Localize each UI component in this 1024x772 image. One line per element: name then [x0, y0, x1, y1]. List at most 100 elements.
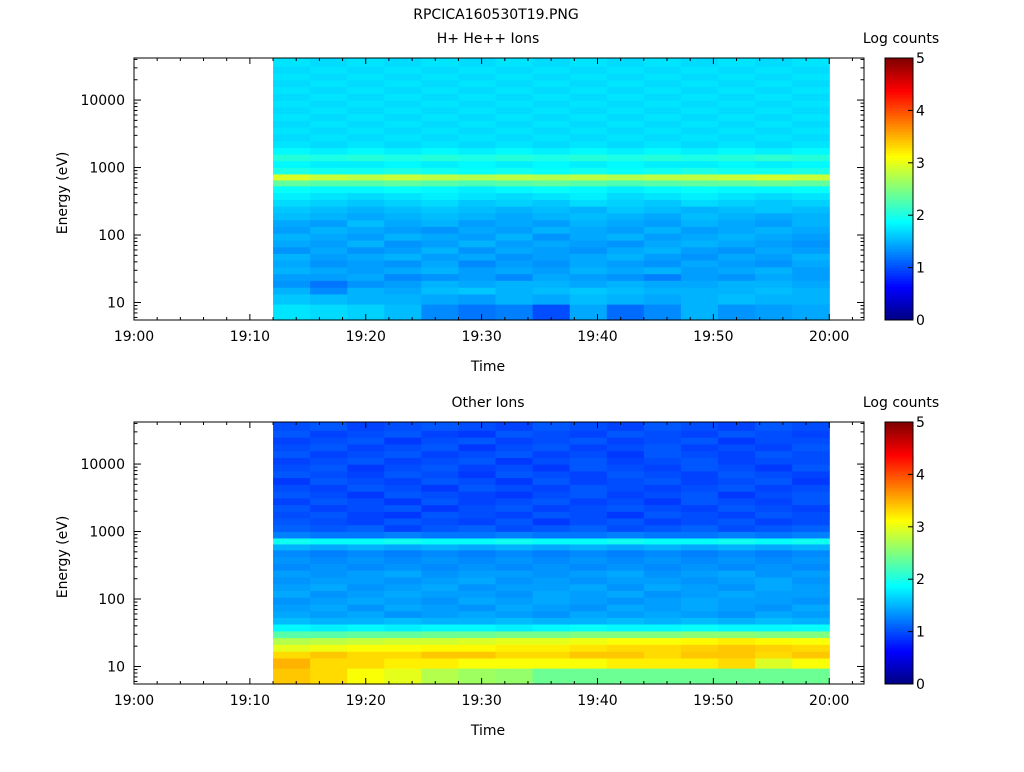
heatmap-cell: [384, 464, 422, 472]
heatmap-cell: [569, 219, 608, 227]
colorbar-segment: [885, 424, 913, 428]
colorbar-segment: [885, 149, 913, 153]
panel-title: H+ He++ Ions: [437, 31, 540, 47]
heatmap-cell: [792, 167, 830, 175]
heatmap-cell: [495, 246, 534, 254]
heatmap-cell: [755, 583, 793, 591]
colorbar-segment: [885, 529, 913, 533]
heatmap-cell: [273, 531, 311, 539]
heatmap-cell: [643, 610, 682, 618]
heatmap-cell: [718, 457, 756, 465]
heatmap-cell: [718, 280, 756, 288]
heatmap-cell: [606, 630, 645, 639]
heatmap-cell: [792, 133, 830, 142]
heatmap-cell: [718, 185, 756, 194]
colorbar-segment: [885, 678, 913, 682]
heatmap-cell: [421, 73, 460, 81]
heatmap-cell: [273, 543, 311, 551]
heatmap-cell: [273, 422, 311, 431]
heatmap-cell: [273, 86, 311, 94]
heatmap-cell: [495, 293, 534, 305]
colorbar-segment: [885, 110, 913, 114]
heatmap-cell: [347, 199, 385, 207]
heatmap-cell: [347, 233, 385, 241]
heatmap-cell: [421, 212, 460, 221]
heatmap-cell: [421, 657, 460, 669]
heatmap-cell: [755, 543, 793, 551]
heatmap-cell: [680, 192, 719, 200]
heatmap-cell: [680, 233, 719, 241]
heatmap-cell: [384, 623, 422, 632]
heatmap-cell: [273, 79, 311, 88]
heatmap-cell: [421, 66, 460, 74]
heatmap-cell: [755, 287, 793, 295]
heatmap-cell: [643, 617, 682, 625]
heatmap-cell: [718, 504, 756, 512]
heatmap-cell: [273, 273, 311, 281]
x-tick-label: 19:40: [577, 329, 617, 345]
heatmap-cell: [680, 287, 719, 295]
heatmap-cell: [792, 668, 830, 685]
heatmap-cell: [606, 239, 645, 248]
heatmap-cell: [495, 668, 534, 685]
colorbar-segment: [885, 58, 913, 62]
heatmap-cell: [495, 173, 534, 181]
heatmap-cell: [532, 179, 571, 187]
heatmap-cell: [718, 437, 756, 445]
heatmap-cell: [495, 66, 534, 74]
heatmap-cell: [310, 106, 348, 115]
heatmap-cell: [273, 206, 311, 214]
heatmap-cell: [384, 226, 422, 234]
heatmap-cell: [273, 147, 311, 155]
heatmap-cell: [792, 226, 830, 234]
heatmap-cell: [718, 668, 756, 685]
heatmap-cell: [532, 597, 571, 605]
heatmap-cell: [458, 517, 497, 526]
heatmap-cell: [310, 127, 348, 135]
heatmap-cell: [310, 637, 348, 645]
heatmap-cell: [495, 651, 534, 659]
heatmap-cell: [532, 106, 571, 115]
heatmap-cell: [532, 226, 571, 234]
heatmap-cell: [384, 93, 422, 101]
heatmap-cell: [384, 147, 422, 155]
heatmap-cell: [310, 583, 348, 591]
heatmap-cell: [273, 259, 311, 268]
heatmap-cell: [569, 206, 608, 214]
heatmap-cell: [421, 524, 460, 532]
colorbar-segment: [885, 173, 913, 177]
heatmap-cell: [495, 79, 534, 88]
colorbar-segment: [885, 120, 913, 124]
heatmap-cell: [532, 511, 571, 519]
heatmap-cell: [458, 153, 497, 162]
colorbar-segment: [885, 249, 913, 253]
heatmap-cell: [606, 491, 645, 499]
heatmap-cell: [384, 590, 422, 598]
heatmap-cell: [569, 556, 608, 564]
heatmap-cell: [606, 484, 645, 492]
heatmap-cell: [384, 531, 422, 539]
heatmap-cell: [606, 610, 645, 618]
colorbar-segment: [885, 615, 913, 619]
heatmap-cell: [643, 106, 682, 115]
heatmap-cell: [643, 524, 682, 532]
y-tick-label: 10: [107, 295, 125, 311]
heatmap-cell: [569, 199, 608, 207]
heatmap-cell: [495, 450, 534, 458]
heatmap-cell: [606, 106, 645, 115]
heatmap-cell: [421, 233, 460, 241]
heatmap-cell: [643, 253, 682, 261]
colorbar-segment: [885, 628, 913, 633]
heatmap-cell: [273, 603, 311, 612]
heatmap-cell: [606, 517, 645, 526]
heatmap-cell: [421, 477, 460, 485]
heatmap-cell: [643, 570, 682, 578]
heatmap-cell: [755, 93, 793, 101]
heatmap-cell: [347, 504, 385, 512]
heatmap-cell: [347, 273, 385, 281]
heatmap-cell: [310, 668, 348, 685]
heatmap-cell: [755, 253, 793, 261]
heatmap-cell: [569, 133, 608, 142]
heatmap-cell: [680, 212, 719, 221]
